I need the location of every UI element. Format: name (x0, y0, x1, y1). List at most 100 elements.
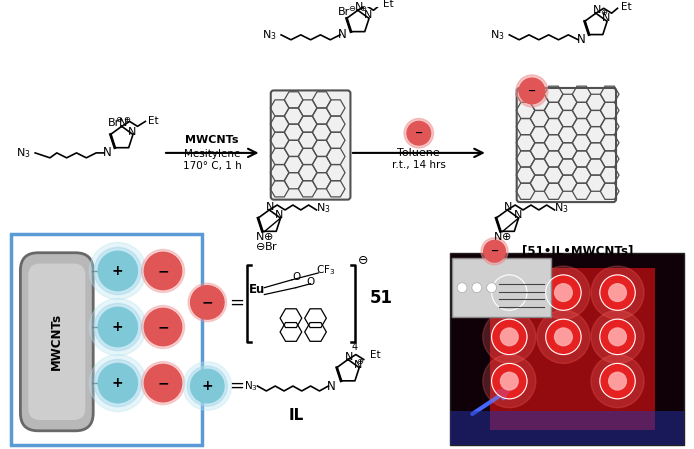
Circle shape (90, 355, 146, 412)
Text: Mesitylene: Mesitylene (184, 149, 240, 159)
Text: N: N (327, 379, 336, 392)
Circle shape (609, 328, 627, 346)
Text: $\ominus$: $\ominus$ (348, 4, 356, 13)
Circle shape (191, 370, 224, 403)
Text: N: N (602, 13, 610, 23)
Circle shape (537, 266, 590, 319)
Text: $\oplus$: $\oplus$ (123, 115, 130, 124)
Circle shape (144, 252, 182, 290)
Text: O: O (307, 277, 314, 287)
Text: MWCNTs: MWCNTs (50, 313, 63, 370)
Circle shape (142, 305, 185, 348)
FancyBboxPatch shape (10, 233, 203, 445)
Text: +: + (112, 264, 124, 278)
Circle shape (142, 361, 185, 405)
Text: Et: Et (621, 2, 632, 12)
Circle shape (491, 275, 527, 310)
Text: N: N (355, 2, 363, 12)
Text: =: = (229, 377, 244, 395)
Text: −: − (528, 86, 536, 96)
Circle shape (591, 355, 644, 408)
Text: −: − (158, 320, 169, 334)
Text: N$_3$: N$_3$ (16, 146, 31, 160)
Circle shape (591, 266, 644, 319)
Text: +: + (112, 376, 124, 390)
Text: +: + (112, 320, 124, 334)
Circle shape (98, 363, 137, 403)
Text: $\ominus$: $\ominus$ (357, 254, 368, 267)
Circle shape (94, 360, 142, 407)
Circle shape (94, 304, 142, 351)
FancyBboxPatch shape (450, 411, 684, 445)
Circle shape (94, 247, 142, 295)
Circle shape (537, 310, 590, 363)
Circle shape (491, 319, 527, 355)
Text: N$_3$: N$_3$ (244, 379, 257, 393)
FancyBboxPatch shape (517, 88, 616, 202)
Circle shape (144, 308, 182, 346)
Text: Et: Et (370, 350, 380, 360)
Circle shape (483, 310, 536, 363)
Text: N: N (514, 210, 522, 220)
Text: N: N (266, 202, 274, 212)
Text: $\ominus$: $\ominus$ (115, 115, 123, 124)
Circle shape (519, 78, 545, 104)
Circle shape (484, 241, 505, 262)
Text: 4: 4 (352, 342, 358, 352)
Text: N: N (276, 210, 284, 220)
Circle shape (187, 366, 228, 406)
FancyBboxPatch shape (271, 90, 350, 200)
Text: N: N (119, 119, 127, 128)
Text: CF$_3$: CF$_3$ (316, 263, 335, 277)
Text: $\oplus$: $\oplus$ (355, 357, 364, 366)
Circle shape (481, 238, 508, 265)
Circle shape (609, 284, 627, 301)
Text: N$\oplus$: N$\oplus$ (493, 229, 511, 242)
Text: r.t., 14 hrs: r.t., 14 hrs (392, 160, 446, 170)
Circle shape (188, 283, 226, 321)
Text: $\oplus$: $\oplus$ (600, 8, 608, 17)
FancyBboxPatch shape (28, 264, 85, 420)
Circle shape (483, 266, 536, 319)
Circle shape (98, 251, 137, 291)
Circle shape (600, 363, 635, 399)
Text: Br: Br (338, 7, 350, 17)
Circle shape (483, 355, 536, 408)
Circle shape (516, 75, 548, 107)
Circle shape (486, 283, 496, 293)
Circle shape (457, 283, 467, 293)
Circle shape (90, 299, 146, 356)
Circle shape (144, 365, 182, 402)
Circle shape (90, 242, 146, 299)
Text: N: N (345, 352, 353, 361)
Text: Toluene: Toluene (398, 148, 440, 158)
Text: 51: 51 (370, 289, 393, 307)
Text: N$_3$: N$_3$ (262, 28, 277, 42)
Text: Et: Et (383, 0, 394, 9)
Circle shape (500, 328, 518, 346)
Text: −: − (158, 376, 169, 390)
Text: N$_3$: N$_3$ (490, 28, 505, 42)
Text: +: + (201, 379, 213, 393)
Circle shape (545, 275, 581, 310)
Text: N: N (364, 10, 372, 21)
Text: N: N (354, 360, 362, 370)
Text: $\oplus$: $\oplus$ (359, 4, 367, 13)
Text: O: O (293, 272, 301, 282)
Circle shape (600, 319, 635, 355)
Text: N: N (128, 127, 136, 136)
Text: [51•IL•MWCNTs]: [51•IL•MWCNTs] (522, 245, 634, 258)
FancyBboxPatch shape (20, 253, 93, 431)
Text: Br: Br (108, 119, 120, 128)
Text: −: − (491, 246, 498, 256)
Text: −: − (158, 264, 169, 278)
Text: N: N (103, 146, 111, 159)
Circle shape (500, 372, 518, 390)
Circle shape (555, 328, 573, 346)
Circle shape (142, 250, 185, 292)
Circle shape (591, 310, 644, 363)
Text: Eu: Eu (249, 283, 266, 296)
Circle shape (98, 308, 137, 347)
Circle shape (609, 372, 627, 390)
Text: N: N (593, 5, 601, 15)
